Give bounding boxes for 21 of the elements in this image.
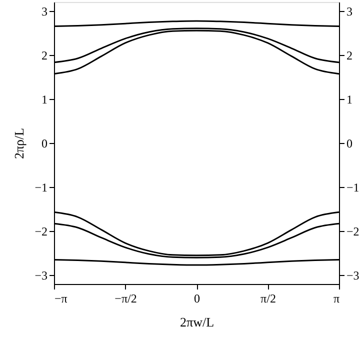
y-tick-label: 3 — [42, 4, 48, 18]
x-tick-label: −π — [54, 292, 68, 306]
y2-tick-label: 0 — [346, 136, 352, 150]
x-tick-label: π/2 — [260, 292, 276, 306]
x-tick-label: π — [333, 292, 340, 306]
y2-tick-label: −1 — [346, 180, 360, 195]
x-tick-label: −π/2 — [114, 292, 137, 306]
x-axis-title: 2πw/L — [180, 314, 214, 330]
x-tick-label: 0 — [194, 292, 200, 306]
y-tick-label: −1 — [34, 180, 48, 195]
y-tick-label: −3 — [34, 268, 48, 283]
y-tick-label: 0 — [42, 136, 48, 150]
y2-tick-label: −2 — [346, 224, 360, 239]
y2-tick-label: 1 — [346, 92, 352, 106]
y2-tick-label: 2 — [346, 48, 352, 62]
y-tick-label: 2 — [42, 48, 48, 62]
y-tick-label: 1 — [42, 92, 48, 106]
y-axis-title: 2πρ/L — [12, 128, 27, 160]
y2-tick-label: 3 — [346, 4, 352, 18]
y-tick-label: −2 — [34, 224, 48, 239]
y2-tick-label: −3 — [346, 268, 360, 283]
